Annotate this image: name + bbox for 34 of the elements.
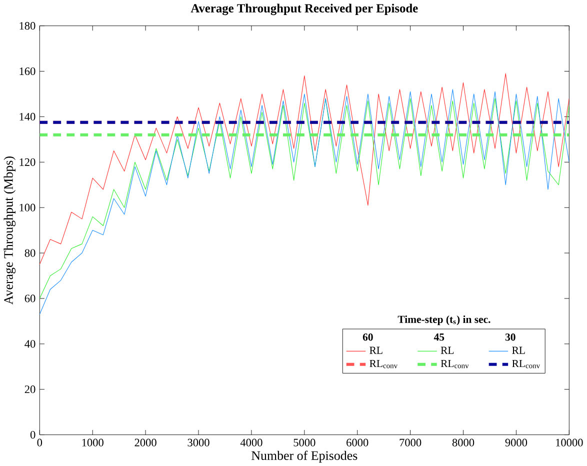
annotation: 45 — [434, 333, 444, 341]
legend-label: RL$_{conv}$ — [512, 360, 540, 368]
y-tick-label: 20 — [24, 385, 36, 393]
legend-title: Time-step (t$_{s}$) in sec. — [398, 315, 490, 325]
legend-label: RL — [370, 346, 382, 354]
x-tick-label: 8000 — [452, 438, 474, 446]
y-tick-label: 120 — [20, 158, 36, 166]
x-tick-label: 3000 — [188, 438, 210, 446]
legend-label: RL$_{conv}$ — [440, 360, 469, 368]
y-tick-label: 100 — [20, 204, 36, 212]
x-tick-label: 0 — [37, 438, 42, 446]
legend-label: RL$_{conv}$ — [370, 360, 398, 368]
y-tick-label: 60 — [24, 294, 36, 302]
y-tick-label: 180 — [20, 22, 36, 30]
x-axis-title: Number of Episodes — [252, 450, 358, 462]
x-tick-label: 7000 — [400, 438, 422, 446]
y-tick-label: 160 — [20, 67, 36, 75]
x-tick-label: 9000 — [505, 438, 528, 446]
annotation: 60 — [362, 333, 373, 341]
x-tick-label: 4000 — [240, 438, 262, 446]
x-tick-label: 1000 — [82, 438, 104, 446]
y-tick-label: 40 — [24, 340, 36, 348]
annotation: 30 — [505, 333, 516, 341]
y-axis-title: Average Throughput (Mbps) — [4, 156, 16, 304]
x-tick-label: 2000 — [134, 438, 156, 446]
y-tick-label: 0 — [30, 430, 36, 438]
legend-label: RL — [512, 346, 525, 354]
legend-label: RL — [440, 346, 454, 354]
x-tick-label: 5000 — [294, 438, 316, 446]
x-tick-label: 10000 — [556, 438, 583, 446]
y-tick-label: 80 — [24, 249, 36, 257]
x-tick-label: 6000 — [346, 438, 368, 446]
chart-title: Average Throughput Received per Episode — [190, 4, 418, 15]
y-tick-label: 140 — [20, 112, 36, 120]
